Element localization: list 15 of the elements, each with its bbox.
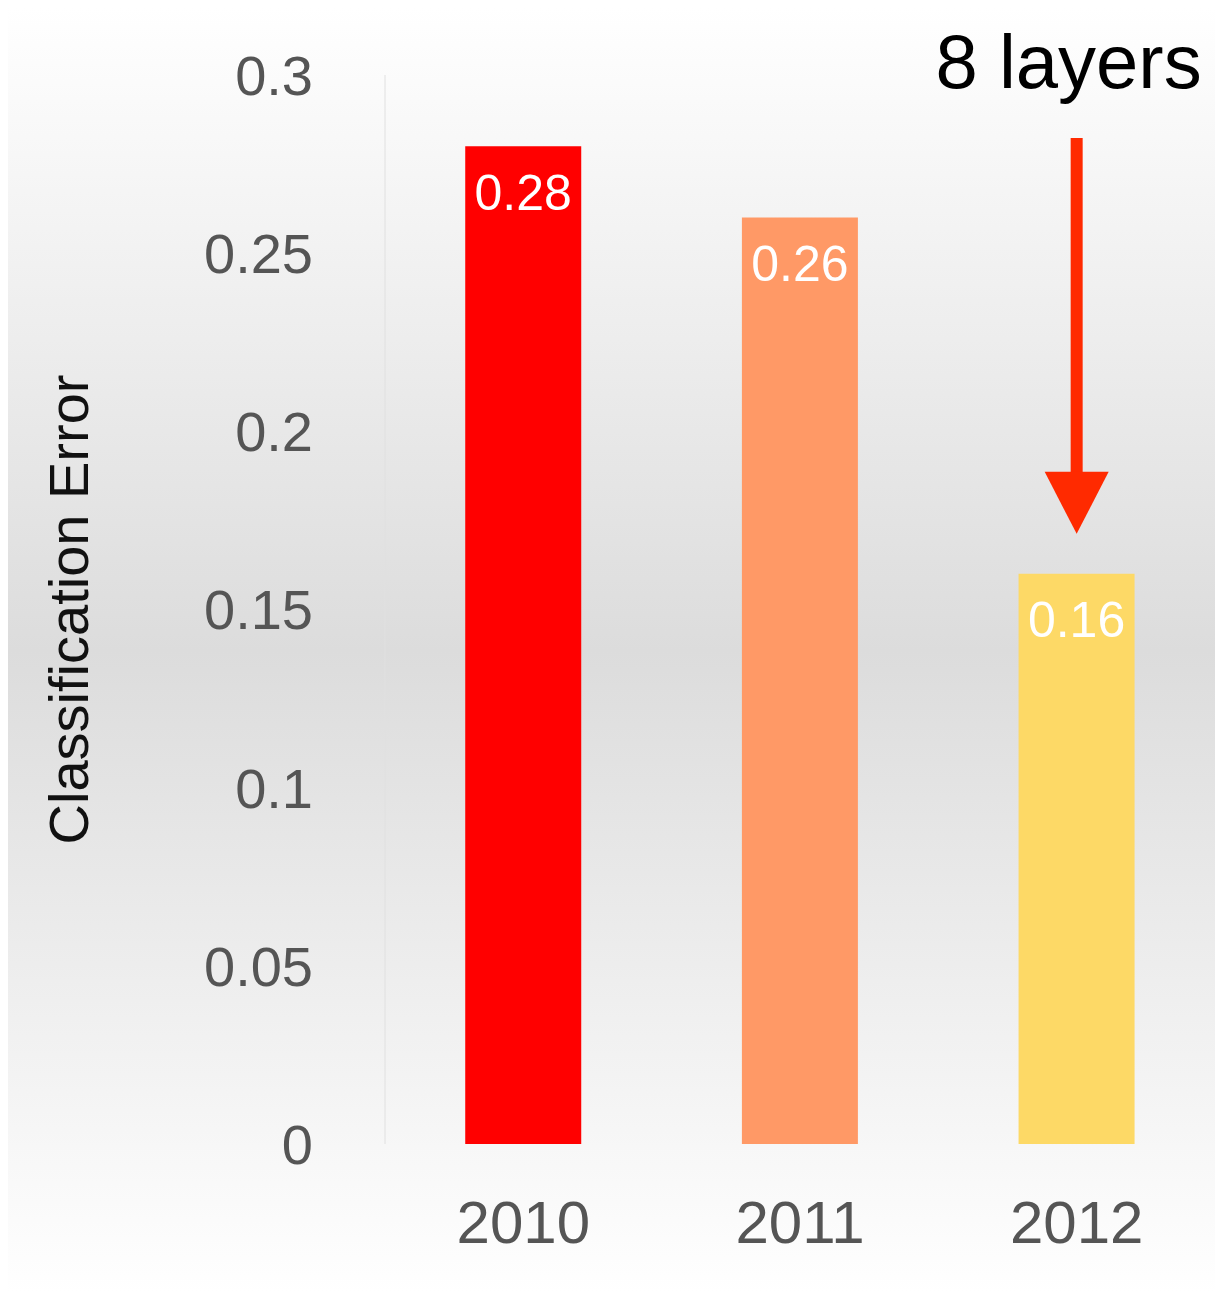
y-tick-label: 0.05 <box>204 934 313 998</box>
data-label: 0.16 <box>1027 592 1126 649</box>
y-tick-label: 0.2 <box>235 400 313 464</box>
x-tick-label: 2011 <box>735 1188 865 1256</box>
data-label: 0.28 <box>474 164 572 221</box>
y-tick-label: 0.3 <box>235 43 313 107</box>
data-label: 0.26 <box>751 236 849 293</box>
y-axis-title: Classification Error <box>36 374 100 845</box>
x-tick-label: 2010 <box>456 1188 591 1256</box>
x-tick-label: 2012 <box>1009 1188 1144 1256</box>
y-tick-label: 0.25 <box>204 222 313 286</box>
y-tick-label: 0.1 <box>235 756 313 820</box>
annotation: 8 layers <box>935 19 1202 104</box>
y-tick-label: 0 <box>281 1112 313 1176</box>
y-tick-label: 0.15 <box>204 578 313 642</box>
